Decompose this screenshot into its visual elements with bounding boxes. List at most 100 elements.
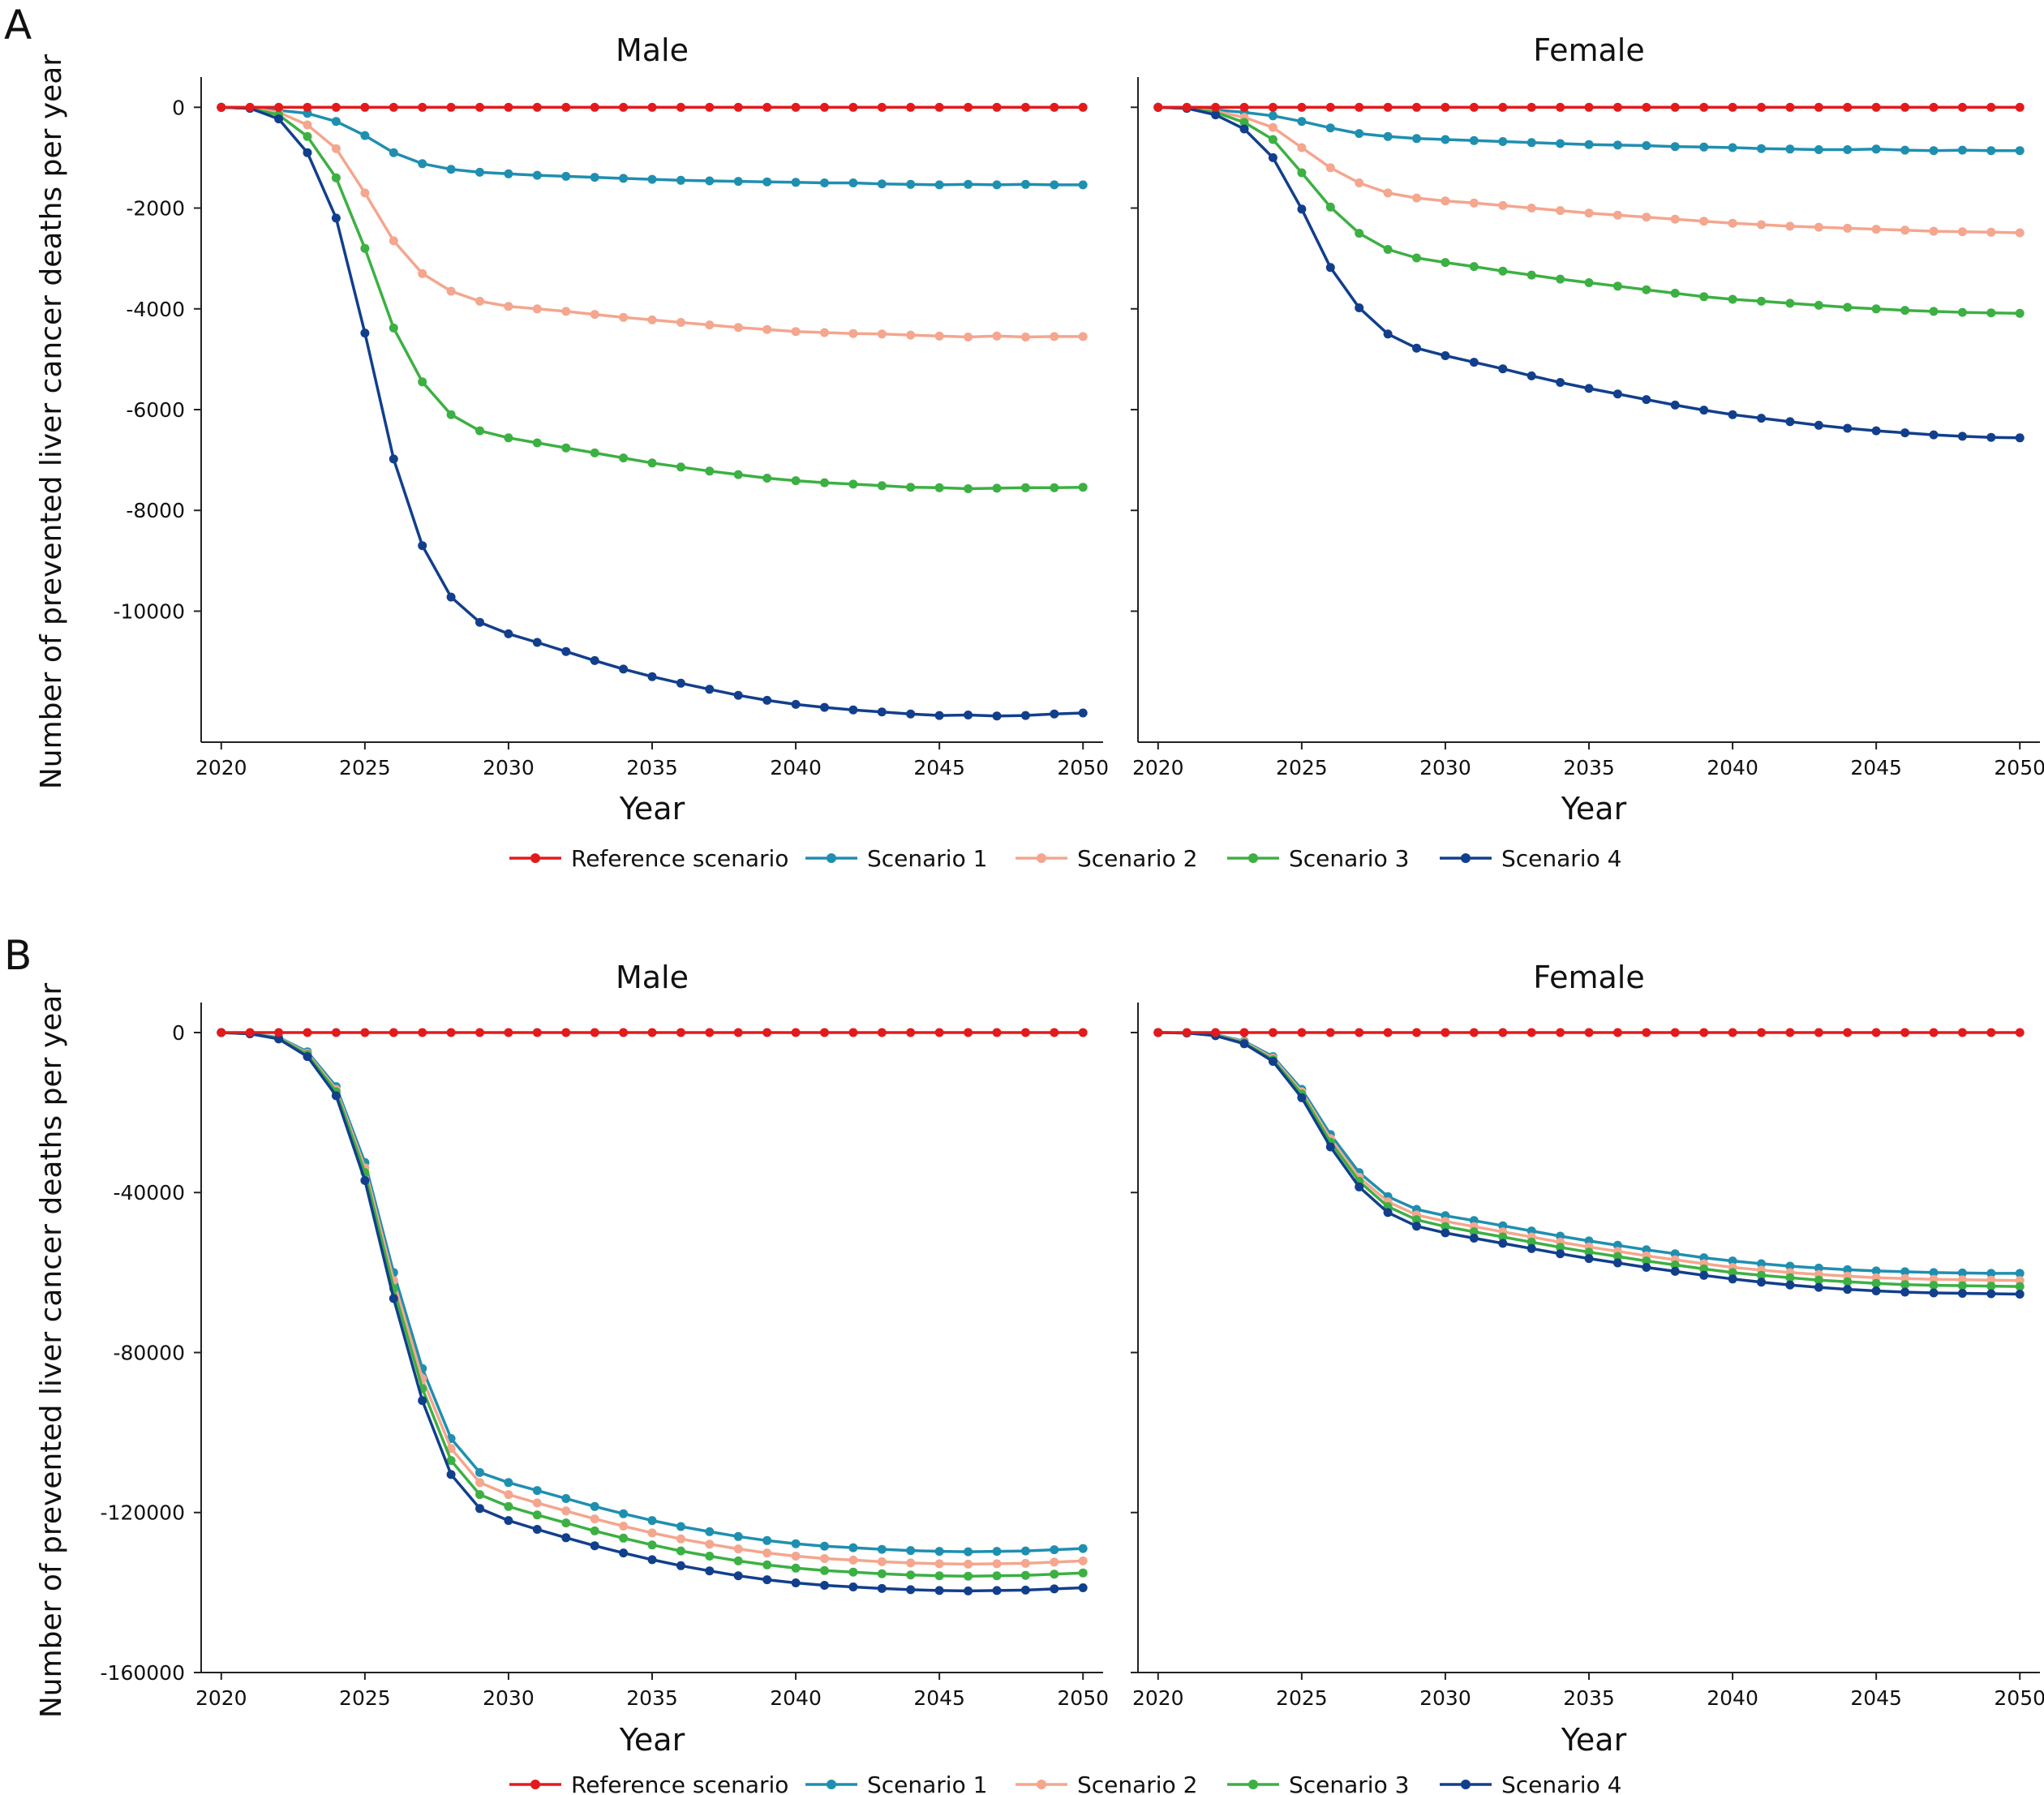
data-point-scenario-2 [906, 1558, 916, 1568]
data-point-scenario-4 [1020, 711, 1030, 720]
data-point-scenario-3 [1020, 1570, 1030, 1580]
data-point-scenario-1 [1527, 138, 1536, 148]
data-point-scenario-4 [791, 1578, 801, 1587]
data-point-scenario-1 [1325, 123, 1335, 133]
data-point-scenario-4 [733, 1571, 743, 1581]
data-point-scenario-3 [1728, 1268, 1737, 1278]
data-point-scenario-4 [418, 541, 427, 551]
data-point-scenario-3 [475, 1490, 484, 1500]
data-point-scenario-1 [1412, 134, 1421, 144]
data-point-scenario-4 [1986, 1289, 1996, 1299]
x-tick-label: 2030 [483, 1686, 535, 1710]
legend-item-scenario-2: Scenario 2 [1016, 1771, 1197, 1795]
data-point-scenario-2 [1814, 222, 1823, 232]
data-point-scenario-1 [676, 1522, 685, 1531]
data-point-scenario-4 [1612, 1258, 1622, 1268]
data-point-scenario-1 [1078, 180, 1088, 190]
facet-title-b-male: Male [616, 960, 689, 995]
data-point-reference-scenario [906, 102, 916, 112]
series-scenario-3-b-male [217, 1028, 1088, 1581]
data-point-reference-scenario [389, 102, 398, 112]
data-point-scenario-3 [2015, 1282, 2025, 1291]
data-point-scenario-2 [676, 318, 685, 327]
data-point-scenario-2 [561, 1506, 571, 1516]
data-point-scenario-2 [1757, 220, 1766, 230]
data-point-scenario-4 [2015, 433, 2025, 443]
data-point-scenario-3 [964, 1571, 973, 1581]
y-tick-label: -6000 [126, 398, 185, 422]
data-point-scenario-3 [733, 1556, 743, 1565]
y-tick-label: -2000 [126, 197, 185, 221]
data-point-scenario-1 [1728, 143, 1737, 152]
data-point-scenario-3 [418, 377, 427, 387]
data-point-scenario-1 [1699, 142, 1709, 152]
legend-label: Scenario 1 [867, 1771, 987, 1795]
data-point-scenario-4 [590, 1541, 599, 1551]
data-point-reference-scenario [274, 1028, 284, 1037]
data-point-reference-scenario [906, 1028, 916, 1037]
data-point-scenario-2 [705, 1539, 715, 1549]
data-point-scenario-1 [418, 159, 427, 169]
data-point-reference-scenario [1871, 1028, 1881, 1037]
data-point-scenario-1 [877, 1544, 887, 1554]
data-point-scenario-2 [934, 1559, 944, 1569]
x-tick-label: 2040 [1707, 756, 1758, 779]
data-point-scenario-1 [1268, 111, 1278, 121]
data-point-scenario-3 [360, 243, 370, 253]
data-point-scenario-3 [1556, 274, 1565, 284]
data-point-reference-scenario [1268, 1028, 1278, 1037]
data-point-scenario-2 [1469, 198, 1479, 208]
data-point-scenario-2 [1355, 178, 1364, 187]
data-point-scenario-3 [331, 173, 341, 183]
data-point-scenario-3 [877, 481, 887, 491]
legend-swatch-marker [827, 1780, 836, 1789]
data-point-reference-scenario [303, 1028, 312, 1037]
data-point-scenario-2 [1020, 333, 1030, 341]
series-line-scenario-1 [220, 1031, 1084, 1553]
series-scenario-2-b-male [217, 1028, 1088, 1569]
data-point-reference-scenario [331, 102, 341, 112]
x-axis-label-a-male: Year [619, 791, 685, 827]
data-point-scenario-3 [561, 1518, 571, 1528]
y-tick-label: -80000 [113, 1341, 185, 1364]
data-point-scenario-1 [1078, 1544, 1088, 1553]
legend-swatch-marker [530, 1780, 540, 1789]
data-point-scenario-4 [1211, 110, 1221, 120]
legend-label: Scenario 2 [1077, 1771, 1197, 1795]
data-point-reference-scenario [245, 1028, 255, 1037]
data-point-scenario-1 [1957, 1268, 1967, 1278]
data-point-scenario-1 [1642, 141, 1651, 150]
data-point-reference-scenario [590, 102, 599, 112]
legend-label: Scenario 2 [1077, 845, 1197, 872]
data-point-reference-scenario [1785, 1028, 1795, 1037]
data-point-scenario-2 [532, 1498, 542, 1508]
data-point-scenario-1 [1929, 146, 1939, 156]
data-point-reference-scenario [1728, 1028, 1737, 1037]
x-tick-label: 2035 [1563, 756, 1615, 779]
x-tick-label: 2025 [339, 756, 391, 779]
series-line-scenario-2 [220, 1031, 1084, 1566]
data-point-reference-scenario [1612, 1028, 1622, 1037]
legend-item-scenario-3: Scenario 3 [1227, 1771, 1409, 1795]
data-point-reference-scenario [1584, 102, 1594, 112]
data-point-scenario-2 [475, 1478, 484, 1488]
data-point-reference-scenario [1412, 1028, 1421, 1037]
legend-label: Reference scenario [571, 1771, 788, 1795]
data-point-scenario-1 [1584, 140, 1594, 149]
data-point-reference-scenario [1929, 1028, 1939, 1037]
data-point-scenario-2 [590, 310, 599, 320]
data-point-scenario-3 [906, 1570, 916, 1580]
data-point-scenario-3 [1556, 1243, 1565, 1252]
data-point-reference-scenario [1670, 102, 1680, 112]
data-point-scenario-4 [1871, 426, 1881, 436]
legend-swatch-marker [1248, 1780, 1258, 1789]
data-point-scenario-4 [964, 711, 973, 719]
data-point-scenario-3 [590, 448, 599, 457]
data-point-scenario-2 [848, 1555, 858, 1565]
series-reference-scenario-b-female [1153, 1028, 2025, 1037]
data-point-reference-scenario [1957, 1028, 1967, 1037]
data-point-scenario-1 [1986, 146, 1996, 156]
data-point-reference-scenario [532, 1028, 542, 1037]
data-point-scenario-3 [1986, 1282, 1996, 1291]
data-point-scenario-1 [820, 178, 829, 187]
